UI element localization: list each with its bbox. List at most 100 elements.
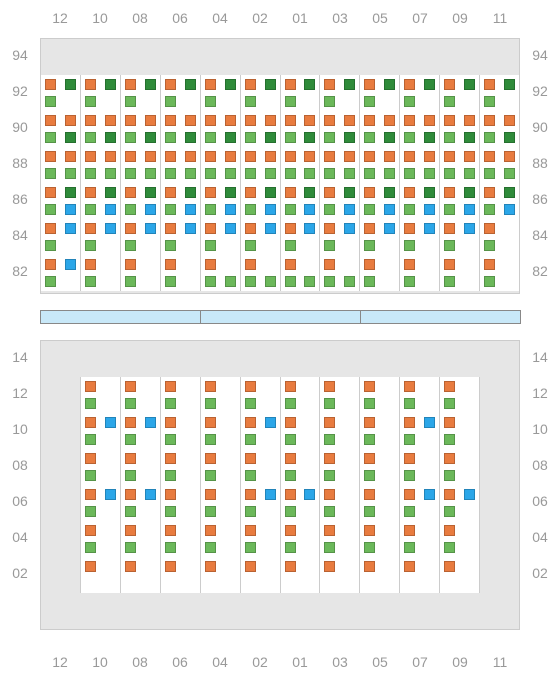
seat-marker[interactable]: [324, 506, 335, 517]
seat-marker[interactable]: [45, 240, 56, 251]
seat-marker[interactable]: [205, 453, 216, 464]
seat-marker[interactable]: [484, 79, 495, 90]
seat-marker[interactable]: [424, 417, 435, 428]
seat-marker[interactable]: [285, 79, 296, 90]
seat-marker[interactable]: [125, 96, 136, 107]
seat-marker[interactable]: [444, 79, 455, 90]
seat-marker[interactable]: [205, 417, 216, 428]
seat-marker[interactable]: [225, 168, 236, 179]
seat-marker[interactable]: [85, 240, 96, 251]
seat-marker[interactable]: [165, 525, 176, 536]
seat-marker[interactable]: [404, 489, 415, 500]
seat-marker[interactable]: [245, 417, 256, 428]
seat-marker[interactable]: [125, 276, 136, 287]
seat-marker[interactable]: [85, 489, 96, 500]
seat-marker[interactable]: [205, 470, 216, 481]
seat-marker[interactable]: [404, 561, 415, 572]
seat-marker[interactable]: [85, 96, 96, 107]
seat-marker[interactable]: [324, 398, 335, 409]
seat-marker[interactable]: [225, 276, 236, 287]
seat-marker[interactable]: [265, 79, 276, 90]
seat-marker[interactable]: [105, 417, 116, 428]
seat-marker[interactable]: [245, 259, 256, 270]
seat-marker[interactable]: [105, 151, 116, 162]
seat-marker[interactable]: [304, 168, 315, 179]
seat-marker[interactable]: [404, 381, 415, 392]
seat-marker[interactable]: [205, 115, 216, 126]
seat-marker[interactable]: [324, 223, 335, 234]
seat-marker[interactable]: [205, 398, 216, 409]
seat-marker[interactable]: [125, 168, 136, 179]
seat-marker[interactable]: [444, 417, 455, 428]
seat-marker[interactable]: [245, 115, 256, 126]
seat-marker[interactable]: [324, 470, 335, 481]
seat-marker[interactable]: [165, 561, 176, 572]
seat-marker[interactable]: [85, 132, 96, 143]
seat-marker[interactable]: [304, 276, 315, 287]
seat-marker[interactable]: [165, 115, 176, 126]
seat-marker[interactable]: [344, 223, 355, 234]
seat-marker[interactable]: [364, 381, 375, 392]
seat-marker[interactable]: [364, 168, 375, 179]
seat-marker[interactable]: [245, 525, 256, 536]
seat-marker[interactable]: [245, 79, 256, 90]
seat-marker[interactable]: [444, 168, 455, 179]
seat-marker[interactable]: [165, 470, 176, 481]
seat-marker[interactable]: [504, 79, 515, 90]
seat-marker[interactable]: [185, 151, 196, 162]
seat-marker[interactable]: [504, 132, 515, 143]
seat-marker[interactable]: [245, 151, 256, 162]
seat-marker[interactable]: [205, 96, 216, 107]
seat-marker[interactable]: [65, 187, 76, 198]
seat-marker[interactable]: [404, 398, 415, 409]
seat-marker[interactable]: [364, 187, 375, 198]
seat-marker[interactable]: [384, 132, 395, 143]
seat-marker[interactable]: [205, 276, 216, 287]
seat-marker[interactable]: [285, 204, 296, 215]
seat-marker[interactable]: [65, 204, 76, 215]
seat-marker[interactable]: [65, 115, 76, 126]
seat-marker[interactable]: [344, 204, 355, 215]
seat-marker[interactable]: [45, 96, 56, 107]
seat-marker[interactable]: [324, 453, 335, 464]
seat-marker[interactable]: [205, 168, 216, 179]
seat-marker[interactable]: [384, 168, 395, 179]
seat-marker[interactable]: [444, 506, 455, 517]
seat-marker[interactable]: [165, 187, 176, 198]
seat-marker[interactable]: [424, 115, 435, 126]
seat-marker[interactable]: [265, 417, 276, 428]
seat-marker[interactable]: [504, 115, 515, 126]
seat-marker[interactable]: [45, 168, 56, 179]
seat-marker[interactable]: [504, 151, 515, 162]
seat-marker[interactable]: [444, 115, 455, 126]
seat-marker[interactable]: [65, 79, 76, 90]
seat-marker[interactable]: [484, 151, 495, 162]
seat-marker[interactable]: [444, 489, 455, 500]
seat-marker[interactable]: [45, 187, 56, 198]
seat-marker[interactable]: [324, 168, 335, 179]
seat-marker[interactable]: [364, 561, 375, 572]
seat-marker[interactable]: [364, 132, 375, 143]
seat-marker[interactable]: [304, 489, 315, 500]
seat-marker[interactable]: [285, 489, 296, 500]
seat-marker[interactable]: [324, 79, 335, 90]
seat-marker[interactable]: [165, 542, 176, 553]
seat-marker[interactable]: [45, 79, 56, 90]
seat-marker[interactable]: [65, 132, 76, 143]
seat-marker[interactable]: [364, 79, 375, 90]
seat-marker[interactable]: [344, 276, 355, 287]
seat-marker[interactable]: [464, 79, 475, 90]
seat-marker[interactable]: [364, 96, 375, 107]
seat-marker[interactable]: [185, 204, 196, 215]
seat-marker[interactable]: [125, 434, 136, 445]
seat-marker[interactable]: [205, 489, 216, 500]
seat-marker[interactable]: [145, 151, 156, 162]
seat-marker[interactable]: [304, 79, 315, 90]
seat-marker[interactable]: [464, 489, 475, 500]
seat-marker[interactable]: [484, 115, 495, 126]
seat-marker[interactable]: [404, 453, 415, 464]
seat-marker[interactable]: [444, 223, 455, 234]
seat-marker[interactable]: [165, 506, 176, 517]
seat-marker[interactable]: [324, 151, 335, 162]
seat-marker[interactable]: [324, 259, 335, 270]
